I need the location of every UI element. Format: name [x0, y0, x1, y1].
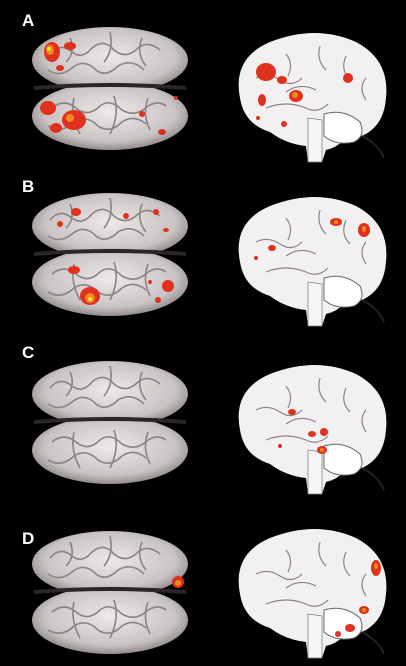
panel-b: B	[14, 174, 396, 334]
panel-label-d: D	[22, 529, 35, 548]
brain-top-view-icon	[32, 531, 188, 654]
brain-top-view-icon	[32, 361, 188, 484]
activation-clusters-side-a	[256, 63, 353, 127]
activation-clusters-d	[172, 576, 184, 588]
panel-c: C	[14, 340, 396, 500]
side-view-brain-d	[226, 524, 394, 660]
top-view-brain-b	[30, 190, 190, 318]
side-view-brain-a	[226, 28, 394, 164]
activation-clusters-side-c	[278, 409, 328, 454]
brain-sagittal-view-icon	[238, 33, 387, 163]
activation-clusters-side-d	[335, 560, 381, 637]
brain-sagittal-view-icon	[238, 197, 387, 327]
brain-sagittal-view-icon	[238, 365, 387, 495]
activation-clusters-a	[40, 42, 178, 135]
panel-d: D	[14, 506, 396, 666]
brain-top-view-icon	[32, 193, 188, 316]
panel-label-a: A	[22, 11, 35, 30]
top-view-brain-a	[30, 24, 190, 152]
activation-clusters-side-b	[254, 218, 370, 260]
side-view-brain-b	[226, 192, 394, 328]
brain-sagittal-view-icon	[238, 529, 387, 659]
activation-clusters-b	[57, 208, 174, 305]
panel-label-b: B	[22, 177, 35, 196]
top-view-brain-d	[30, 528, 190, 656]
figure-frame: A	[14, 8, 396, 659]
side-view-brain-c	[226, 360, 394, 496]
panel-label-c: C	[22, 343, 35, 362]
panel-a: A	[14, 8, 396, 168]
brain-top-view-icon	[32, 27, 188, 150]
top-view-brain-c	[30, 358, 190, 486]
